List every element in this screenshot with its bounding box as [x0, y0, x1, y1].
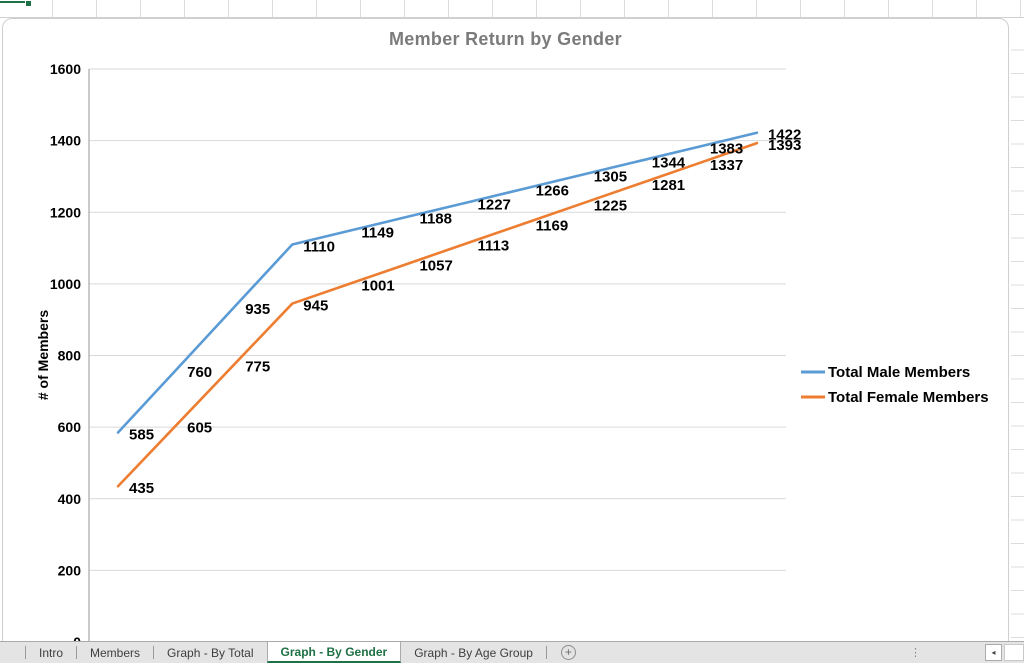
y-tick-label: 1400 — [50, 133, 81, 149]
data-label: 760 — [187, 364, 212, 381]
add-sheet-button[interactable]: + — [560, 645, 576, 660]
data-label: 1266 — [536, 183, 569, 200]
data-label: 935 — [245, 301, 270, 318]
data-label: 945 — [303, 298, 328, 315]
y-tick-label: 1600 — [50, 61, 81, 77]
worksheet-grid-right — [1011, 18, 1024, 641]
data-label: 1393 — [768, 137, 801, 154]
chart-plot[interactable]: 0 200 400 600 800 1000 1200 1400 1600 585 760 935 11… — [3, 19, 1010, 642]
y-tick-label: 0 — [73, 634, 81, 642]
chart-area[interactable]: Member Return by Gender # of Members 0 20… — [2, 18, 1009, 663]
sheet-tab-graph-by-total[interactable]: Graph - By Total — [167, 645, 254, 660]
data-label: 1110 — [303, 238, 335, 255]
data-label: 1337 — [710, 157, 743, 174]
y-tick-label: 600 — [58, 419, 82, 435]
legend-label[interactable]: Total Female Members — [828, 389, 989, 406]
data-label: 1001 — [361, 278, 394, 295]
data-label: 775 — [245, 358, 270, 375]
series-line-female[interactable] — [116, 141, 759, 488]
y-tick-label: 400 — [58, 491, 82, 507]
sheet-tab-graph-by-gender[interactable]: Graph - By Gender — [266, 642, 402, 663]
y-tick-label: 1000 — [50, 276, 81, 292]
series-line-male[interactable] — [116, 131, 759, 434]
horizontal-scrollbar-track[interactable] — [1004, 644, 1024, 661]
worksheet-grid-top — [0, 0, 1024, 18]
data-label: 1057 — [419, 257, 452, 274]
data-label: 585 — [129, 426, 154, 443]
sheet-tab-bar: Intro Members Graph - By Total Graph - By G… — [0, 641, 1024, 663]
tab-resize-handle-icon[interactable]: ⋮ — [910, 647, 921, 659]
data-label: 1344 — [652, 155, 686, 172]
data-label: 1281 — [652, 177, 685, 194]
sheet-tab-members[interactable]: Members — [90, 645, 141, 660]
y-tick-label: 200 — [58, 562, 82, 578]
data-label: 1169 — [536, 217, 569, 234]
sheet-tabs: Intro Members Graph - By Total Graph - By G… — [26, 642, 547, 663]
scroll-left-button[interactable]: ◂ — [985, 644, 1002, 661]
data-label: 1113 — [478, 237, 510, 254]
y-tick-label: 1200 — [50, 204, 81, 220]
sheet-tab-graph-by-age-group[interactable]: Graph - By Age Group — [414, 645, 533, 660]
data-label: 1305 — [594, 169, 627, 186]
data-label: 1225 — [594, 197, 627, 214]
sheet-tab-intro[interactable]: Intro — [39, 645, 64, 660]
tab-bar-right-cluster: ⋮ ◂ — [906, 642, 1024, 663]
chart-title[interactable]: Member Return by Gender — [389, 29, 622, 49]
legend-label[interactable]: Total Male Members — [828, 364, 970, 381]
data-label: 1188 — [419, 211, 452, 228]
tab-bar-spacer — [0, 642, 25, 663]
data-label: 1383 — [710, 141, 743, 158]
cell-selection-fill-handle[interactable] — [25, 0, 32, 7]
data-label: 605 — [187, 419, 212, 436]
cell-selection-border — [0, 1, 27, 3]
y-tick-label: 800 — [58, 348, 82, 364]
data-label: 1422 — [768, 127, 801, 144]
data-label: 1227 — [478, 197, 511, 214]
data-label: 435 — [129, 480, 154, 497]
data-label: 1149 — [361, 225, 394, 242]
